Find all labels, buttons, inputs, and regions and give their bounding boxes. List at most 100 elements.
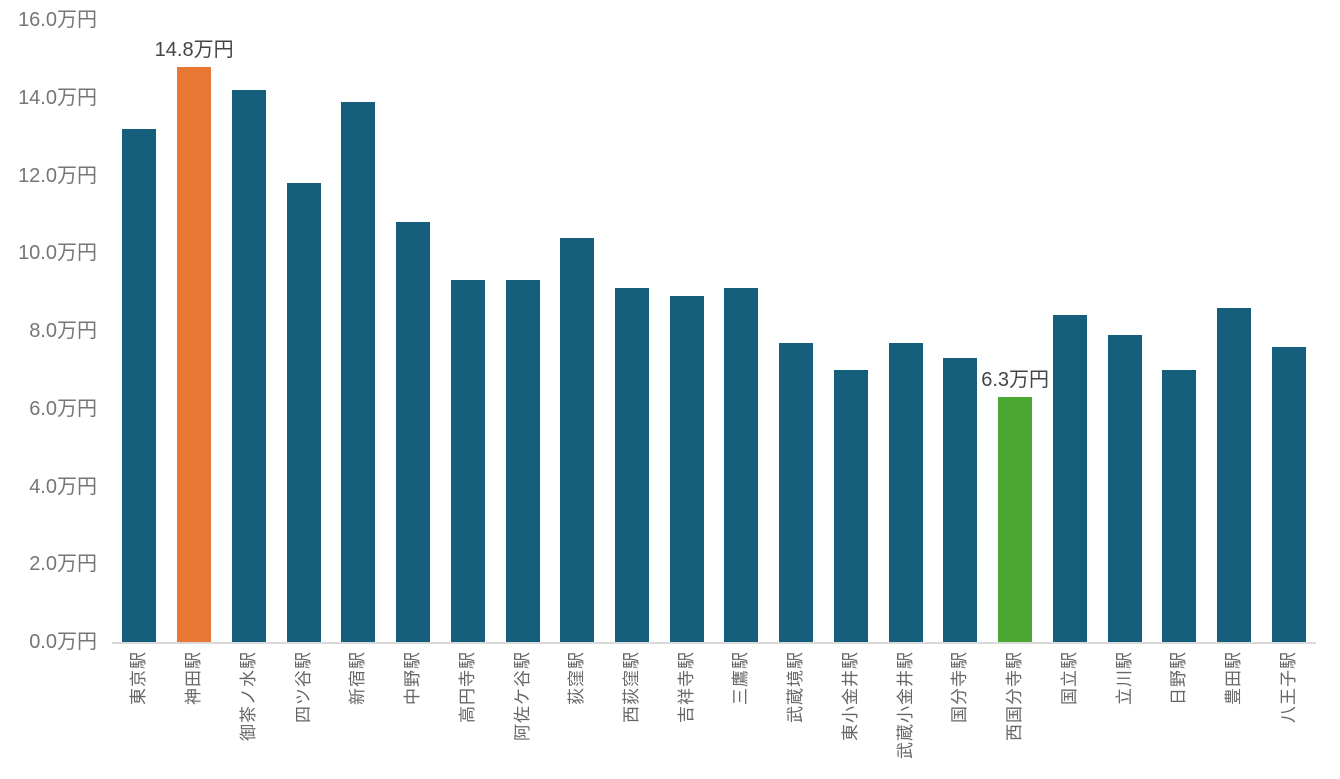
category-label: 日野駅 xyxy=(1169,651,1189,705)
category-label: 豊田駅 xyxy=(1224,651,1244,705)
bar xyxy=(341,101,376,642)
category-label: 国分寺駅 xyxy=(950,651,970,723)
category-cell: 東小金井駅 xyxy=(824,651,879,779)
category-label: 立川駅 xyxy=(1114,651,1134,705)
bar xyxy=(505,280,540,642)
bar-slot xyxy=(1152,20,1207,642)
category-label: 武蔵小金井駅 xyxy=(895,651,915,759)
y-tick-label: 14.0万円 xyxy=(18,86,97,109)
bar-slot xyxy=(1042,20,1097,642)
category-label: 国立駅 xyxy=(1059,651,1079,705)
bar xyxy=(1052,315,1087,642)
category-cell: 西荻窪駅 xyxy=(605,651,660,779)
category-label: 阿佐ケ谷駅 xyxy=(512,651,532,741)
bar xyxy=(231,89,266,642)
bar xyxy=(669,296,704,642)
y-axis: 0.0万円 2.0万円 4.0万円 6.0万円 8.0万円 10.0万円 12.0万円 14.… xyxy=(0,0,97,779)
bar-slot xyxy=(386,20,441,642)
bar xyxy=(724,288,759,642)
bar xyxy=(396,222,431,642)
category-label: 吉祥寺駅 xyxy=(676,651,696,723)
bar xyxy=(122,128,157,642)
category-cell: 日野駅 xyxy=(1152,651,1207,779)
bar-slot xyxy=(659,20,714,642)
category-label: 西国分寺駅 xyxy=(1005,651,1025,741)
bar-slot xyxy=(112,20,167,642)
bar-slot: 6.3万円 xyxy=(981,20,1049,642)
category-cell: 御茶ノ水駅 xyxy=(221,651,276,779)
bar xyxy=(1271,346,1306,642)
category-cell: 三鷹駅 xyxy=(714,651,769,779)
bar-slot xyxy=(714,20,769,642)
value-label: 6.3万円 xyxy=(981,369,1050,392)
category-label: 四ツ谷駅 xyxy=(293,651,313,723)
bar xyxy=(833,369,868,642)
x-axis-line xyxy=(112,642,1316,644)
category-cell: 吉祥寺駅 xyxy=(659,651,714,779)
bar xyxy=(286,183,321,642)
category-label: 西荻窪駅 xyxy=(621,651,641,723)
bar xyxy=(1217,307,1252,642)
category-cell: 西国分寺駅 xyxy=(988,651,1043,779)
y-tick-label: 10.0万円 xyxy=(18,242,97,265)
category-cell: 武蔵境駅 xyxy=(769,651,824,779)
category-label: 高円寺駅 xyxy=(457,651,477,723)
bar xyxy=(614,288,649,642)
bar-slot xyxy=(495,20,550,642)
category-label: 三鷹駅 xyxy=(731,651,751,705)
bar xyxy=(998,397,1033,642)
category-label: 東小金井駅 xyxy=(840,651,860,741)
y-tick-label: 16.0万円 xyxy=(18,9,97,31)
bar xyxy=(560,237,595,642)
x-axis: 東京駅 神田駅 御茶ノ水駅 四ツ谷駅 新宿駅 中野駅 高円寺駅 阿佐ケ谷駅 荻窪駅 西荻窪駅 吉祥寺… xyxy=(112,651,1316,779)
y-tick-label: 12.0万円 xyxy=(18,164,97,187)
category-cell: 国立駅 xyxy=(1042,651,1097,779)
category-cell: 神田駅 xyxy=(167,651,222,779)
category-cell: 高円寺駅 xyxy=(440,651,495,779)
category-label: 八王子駅 xyxy=(1278,651,1298,723)
bar-slot xyxy=(276,20,331,642)
y-tick-label: 8.0万円 xyxy=(29,320,97,342)
category-cell: 国分寺駅 xyxy=(933,651,988,779)
y-tick-label: 6.0万円 xyxy=(29,397,97,420)
bar xyxy=(1162,369,1197,642)
category-cell: 八王子駅 xyxy=(1261,651,1316,779)
y-tick-label: 4.0万円 xyxy=(29,475,97,498)
bar-slot: 14.8万円 xyxy=(155,20,234,642)
bar xyxy=(888,342,923,642)
category-label: 新宿駅 xyxy=(348,651,368,705)
value-label: 14.8万円 xyxy=(154,38,234,61)
bar xyxy=(450,280,485,642)
bar-slot xyxy=(1207,20,1262,642)
bar-slot xyxy=(933,20,988,642)
category-cell: 荻窪駅 xyxy=(550,651,605,779)
category-cell: 新宿駅 xyxy=(331,651,386,779)
bar-slot xyxy=(605,20,660,642)
category-cell: 東京駅 xyxy=(112,651,167,779)
category-cell: 中野駅 xyxy=(386,651,441,779)
category-cell: 阿佐ケ谷駅 xyxy=(495,651,550,779)
category-label: 荻窪駅 xyxy=(567,651,587,705)
plot-area: 14.8万円 6.3万円 xyxy=(112,20,1316,642)
bar xyxy=(177,66,212,642)
y-tick-label: 2.0万円 xyxy=(29,553,97,576)
bar xyxy=(1107,334,1142,642)
bar-slot xyxy=(824,20,879,642)
category-cell: 武蔵小金井駅 xyxy=(878,651,933,779)
category-cell: 立川駅 xyxy=(1097,651,1152,779)
category-label: 武蔵境駅 xyxy=(786,651,806,723)
category-cell: 四ツ谷駅 xyxy=(276,651,331,779)
category-cell: 豊田駅 xyxy=(1207,651,1262,779)
bar-slot xyxy=(440,20,495,642)
category-label: 中野駅 xyxy=(403,651,423,705)
y-tick-label: 0.0万円 xyxy=(29,631,97,653)
bar xyxy=(779,342,814,642)
bar-slot xyxy=(331,20,386,642)
bar-slot xyxy=(769,20,824,642)
category-label: 東京駅 xyxy=(129,651,149,705)
bar-slot xyxy=(1097,20,1152,642)
bar-slot xyxy=(550,20,605,642)
category-label: 神田駅 xyxy=(184,651,204,705)
category-label: 御茶ノ水駅 xyxy=(238,651,258,741)
